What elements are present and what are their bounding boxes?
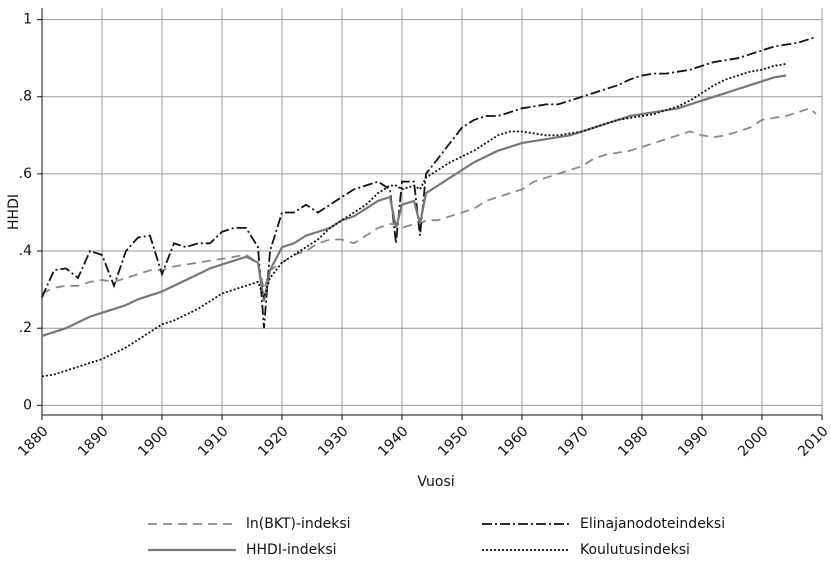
x-tick-label: 1920 [255,423,292,460]
legend-label: HHDI-indeksi [246,542,337,558]
x-tick-label: 2000 [735,423,772,460]
series-line [41,36,817,329]
x-tick-label: 1990 [675,423,712,460]
y-axis-label: HHDI [6,194,22,230]
x-tick-label: 1900 [135,423,172,460]
legend-label: ln(BKT)-indeksi [246,516,351,532]
series-line [41,63,787,378]
x-tick-label: 2010 [795,423,831,460]
x-tick-label: 1890 [75,423,112,460]
x-tick-label: 1910 [195,423,232,460]
series-line [41,107,817,295]
x-tick-label: 1980 [615,423,652,460]
x-tick-label: 1940 [375,423,412,460]
x-tick-label: 1970 [555,423,592,460]
legend-label: Koulutusindeksi [580,542,690,558]
y-tick-label: 0 [23,397,32,413]
x-tick-label: 1930 [315,423,352,460]
legend-label: Elinajanodoteindeksi [580,516,725,532]
x-tick-label: 1880 [15,423,52,460]
y-tick-label: .8 [19,89,32,105]
x-tick-label: 1960 [495,423,532,460]
x-axis-label: Vuosi [417,474,454,490]
y-tick-label: .6 [19,166,32,182]
y-tick-label: .4 [19,243,32,259]
series-line [41,74,787,337]
y-tick-label: 1 [23,12,32,28]
x-tick-label: 1950 [435,423,472,460]
y-tick-label: .2 [19,320,32,336]
